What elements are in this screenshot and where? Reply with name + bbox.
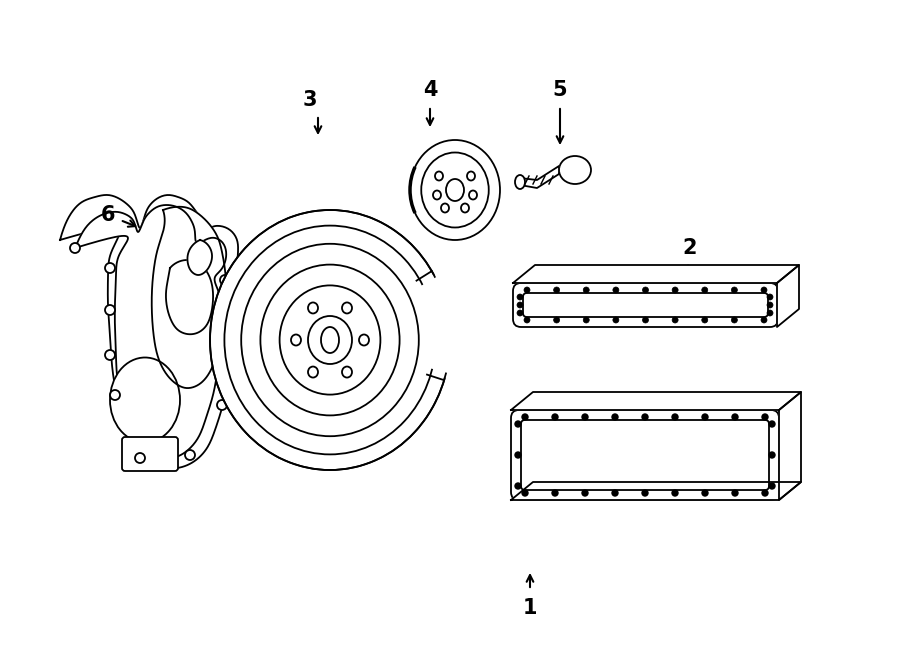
Polygon shape (520, 166, 559, 188)
Circle shape (105, 305, 115, 315)
Ellipse shape (469, 190, 477, 200)
Circle shape (642, 490, 648, 496)
Ellipse shape (435, 171, 443, 180)
Circle shape (217, 400, 227, 410)
Circle shape (769, 483, 775, 489)
FancyBboxPatch shape (513, 283, 778, 327)
Text: 6: 6 (101, 205, 115, 225)
Circle shape (517, 310, 523, 316)
Ellipse shape (559, 156, 591, 184)
Wedge shape (419, 278, 455, 372)
Ellipse shape (467, 171, 475, 180)
FancyBboxPatch shape (511, 410, 779, 500)
Ellipse shape (433, 190, 441, 200)
Text: 3: 3 (302, 90, 317, 110)
Circle shape (732, 414, 738, 420)
Circle shape (522, 414, 528, 420)
Circle shape (583, 287, 590, 293)
Circle shape (612, 490, 618, 496)
Text: 4: 4 (423, 80, 437, 100)
Circle shape (220, 275, 230, 285)
Ellipse shape (321, 327, 339, 353)
Circle shape (515, 421, 521, 427)
Ellipse shape (110, 358, 180, 442)
Circle shape (762, 414, 768, 420)
Circle shape (552, 490, 558, 496)
Circle shape (672, 414, 678, 420)
Circle shape (524, 287, 530, 293)
Circle shape (761, 287, 767, 293)
Circle shape (702, 414, 708, 420)
Circle shape (135, 453, 145, 463)
Circle shape (761, 317, 767, 323)
Polygon shape (187, 240, 212, 275)
Circle shape (524, 317, 530, 323)
Circle shape (769, 421, 775, 427)
Circle shape (767, 294, 773, 300)
Ellipse shape (461, 204, 469, 212)
Ellipse shape (410, 140, 500, 240)
Circle shape (554, 287, 560, 293)
Polygon shape (152, 207, 226, 388)
Ellipse shape (446, 179, 464, 201)
Circle shape (767, 310, 773, 316)
Circle shape (643, 317, 649, 323)
Ellipse shape (441, 204, 449, 212)
Ellipse shape (359, 334, 369, 346)
Ellipse shape (342, 303, 352, 313)
Polygon shape (779, 392, 801, 500)
Ellipse shape (515, 175, 525, 189)
Polygon shape (511, 482, 801, 500)
Ellipse shape (342, 367, 352, 377)
Polygon shape (777, 265, 799, 327)
Circle shape (105, 263, 115, 273)
Circle shape (702, 317, 707, 323)
Circle shape (612, 414, 618, 420)
Circle shape (554, 317, 560, 323)
Ellipse shape (308, 367, 318, 377)
Circle shape (515, 452, 521, 458)
Circle shape (767, 302, 773, 308)
Circle shape (515, 483, 521, 489)
Polygon shape (511, 392, 801, 410)
Circle shape (642, 414, 648, 420)
Polygon shape (60, 195, 239, 469)
Text: 1: 1 (523, 598, 537, 618)
Circle shape (672, 317, 678, 323)
Circle shape (223, 335, 233, 345)
Polygon shape (513, 265, 799, 283)
Polygon shape (166, 260, 213, 334)
Circle shape (769, 452, 775, 458)
Ellipse shape (308, 316, 352, 364)
Ellipse shape (210, 210, 450, 470)
Polygon shape (75, 205, 226, 458)
Circle shape (552, 414, 558, 420)
Circle shape (672, 287, 678, 293)
Circle shape (672, 490, 678, 496)
Circle shape (517, 302, 523, 308)
Ellipse shape (291, 334, 301, 346)
Circle shape (613, 317, 619, 323)
Circle shape (110, 390, 120, 400)
Circle shape (702, 490, 708, 496)
Circle shape (70, 243, 80, 253)
Circle shape (732, 287, 737, 293)
Text: 5: 5 (553, 80, 567, 100)
Circle shape (702, 287, 707, 293)
Circle shape (583, 317, 590, 323)
Circle shape (105, 350, 115, 360)
Circle shape (643, 287, 649, 293)
Circle shape (582, 490, 588, 496)
Circle shape (185, 450, 195, 460)
Circle shape (522, 490, 528, 496)
Circle shape (732, 317, 737, 323)
FancyBboxPatch shape (122, 437, 178, 471)
Text: 2: 2 (683, 238, 698, 258)
Circle shape (732, 490, 738, 496)
Circle shape (517, 294, 523, 300)
Circle shape (613, 287, 619, 293)
Circle shape (762, 490, 768, 496)
Circle shape (582, 414, 588, 420)
Ellipse shape (308, 303, 318, 313)
